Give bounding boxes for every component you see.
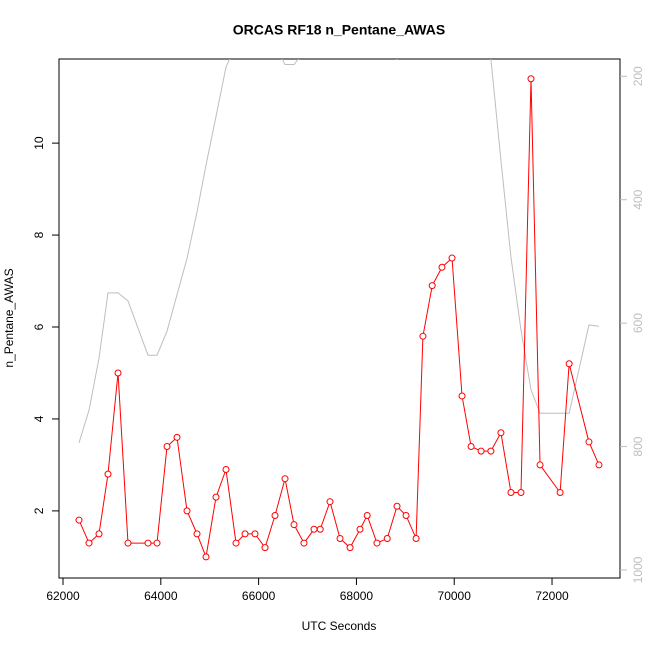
y-tick-label: 8 xyxy=(32,231,46,238)
x-tick-label: 62000 xyxy=(46,589,80,603)
y-tick-label: 4 xyxy=(32,415,46,422)
y-tick-label: 6 xyxy=(32,323,46,330)
point xyxy=(402,511,410,519)
y2-tick-label: 400 xyxy=(631,189,645,209)
point xyxy=(202,553,210,561)
point xyxy=(316,525,324,533)
point xyxy=(428,282,436,290)
point xyxy=(448,254,456,262)
point xyxy=(281,475,289,483)
point xyxy=(95,530,103,538)
y-tick-label: 2 xyxy=(32,507,46,514)
point xyxy=(310,525,318,533)
point xyxy=(144,539,152,547)
series-line xyxy=(78,59,600,443)
point xyxy=(326,498,334,506)
point xyxy=(565,360,573,368)
point xyxy=(232,539,240,547)
point xyxy=(393,502,401,510)
y2-tick-label: 600 xyxy=(631,313,645,333)
point xyxy=(507,488,515,496)
point xyxy=(85,539,93,547)
point xyxy=(517,488,525,496)
point xyxy=(356,525,364,533)
point xyxy=(173,433,181,441)
x-axis-label: UTC Seconds xyxy=(302,619,377,633)
point xyxy=(193,530,201,538)
point xyxy=(346,544,354,552)
y-axis-label: n_Pentane_AWAS xyxy=(2,268,16,367)
point xyxy=(497,429,505,437)
point xyxy=(183,507,191,515)
x-tick-label: 68000 xyxy=(340,589,374,603)
point xyxy=(124,539,132,547)
point xyxy=(458,392,466,400)
point xyxy=(536,461,544,469)
chart-title: ORCAS RF18 n_Pentane_AWAS xyxy=(233,22,445,38)
point xyxy=(556,488,564,496)
x-tick-label: 72000 xyxy=(535,589,569,603)
point xyxy=(336,534,344,542)
point xyxy=(271,511,279,519)
point xyxy=(438,263,446,271)
point xyxy=(595,461,603,469)
point xyxy=(383,534,391,542)
y2-tick-label: 1000 xyxy=(631,556,645,583)
plot-frame xyxy=(58,58,621,579)
point xyxy=(477,447,485,455)
series-line xyxy=(78,78,600,559)
point xyxy=(363,511,371,519)
point xyxy=(373,539,381,547)
point xyxy=(467,443,475,451)
point xyxy=(222,466,230,474)
point xyxy=(300,539,308,547)
point xyxy=(251,530,259,538)
point xyxy=(261,544,269,552)
point xyxy=(75,516,83,524)
point xyxy=(153,539,161,547)
point xyxy=(212,493,220,501)
y2-tick-label: 800 xyxy=(631,436,645,456)
point xyxy=(104,470,112,478)
x-tick-label: 66000 xyxy=(242,589,276,603)
y-tick-label: 10 xyxy=(32,136,46,150)
point xyxy=(585,438,593,446)
point xyxy=(487,447,495,455)
x-tick-label: 64000 xyxy=(144,589,178,603)
plot-area xyxy=(75,59,603,561)
point xyxy=(290,521,298,529)
point xyxy=(527,75,535,83)
point xyxy=(241,530,249,538)
point xyxy=(419,332,427,340)
y2-tick-label: 200 xyxy=(631,66,645,86)
point xyxy=(412,534,420,542)
x-tick-label: 70000 xyxy=(438,589,472,603)
point xyxy=(163,443,171,451)
point xyxy=(114,369,122,377)
